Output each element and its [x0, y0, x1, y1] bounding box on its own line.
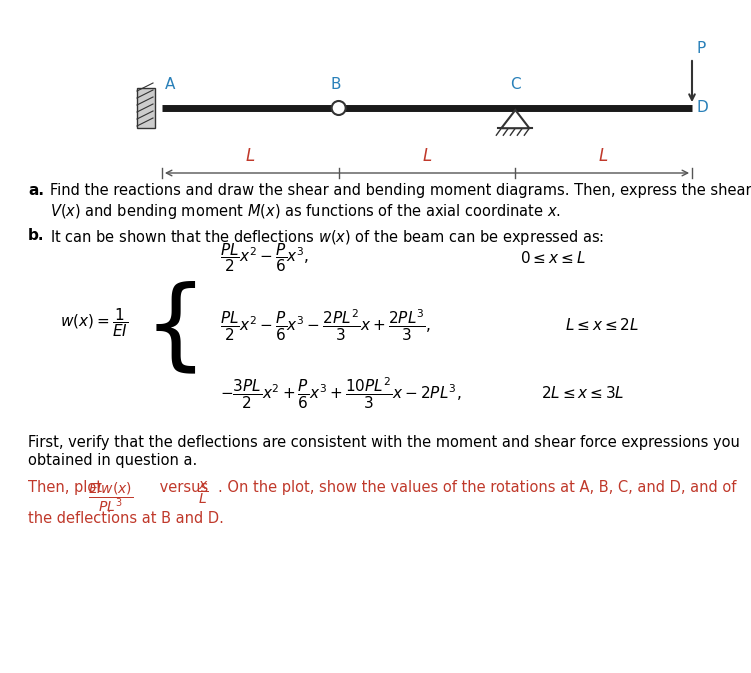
Polygon shape — [502, 110, 529, 128]
Text: $\dfrac{PL}{2}x^2 - \dfrac{P}{6}x^3 - \dfrac{2PL^2}{3}x + \dfrac{2PL^3}{3},$: $\dfrac{PL}{2}x^2 - \dfrac{P}{6}x^3 - \d… — [220, 308, 431, 343]
Text: Then, plot: Then, plot — [28, 480, 107, 495]
Text: First, verify that the deflections are consistent with the moment and shear forc: First, verify that the deflections are c… — [28, 435, 740, 450]
Text: $2L \leq x \leq 3L$: $2L \leq x \leq 3L$ — [541, 385, 625, 401]
Text: It can be shown that the deflections $w(x)$ of the beam can be expressed as:: It can be shown that the deflections $w(… — [50, 228, 604, 247]
Text: $V(x)$ and bending moment $M(x)$ as functions of the axial coordinate $x$.: $V(x)$ and bending moment $M(x)$ as func… — [50, 202, 561, 221]
Circle shape — [332, 101, 345, 115]
Text: D: D — [697, 100, 709, 116]
Text: L: L — [246, 147, 255, 165]
Text: obtained in question a.: obtained in question a. — [28, 453, 198, 468]
Text: B: B — [330, 77, 341, 92]
Text: $\dfrac{x}{L}$: $\dfrac{x}{L}$ — [198, 480, 209, 506]
Text: $w(x) = \dfrac{1}{EI}$: $w(x) = \dfrac{1}{EI}$ — [60, 307, 128, 339]
Text: $\dfrac{PL}{2}x^2 - \dfrac{P}{6}x^3,$: $\dfrac{PL}{2}x^2 - \dfrac{P}{6}x^3,$ — [220, 242, 309, 275]
Text: $0 \leq x \leq L$: $0 \leq x \leq L$ — [520, 250, 586, 266]
Text: L: L — [599, 147, 608, 165]
Text: versus: versus — [155, 480, 213, 495]
Text: b.: b. — [28, 228, 44, 243]
Text: $-\dfrac{3PL}{2}x^2 + \dfrac{P}{6}x^3 + \dfrac{10PL^2}{3}x - 2PL^3,$: $-\dfrac{3PL}{2}x^2 + \dfrac{P}{6}x^3 + … — [220, 376, 461, 411]
Text: Find the reactions and draw the shear and bending moment diagrams. Then, express: Find the reactions and draw the shear an… — [50, 183, 751, 198]
Text: $L \leq x \leq 2L$: $L \leq x \leq 2L$ — [565, 317, 639, 333]
Text: P: P — [696, 41, 705, 56]
Text: A: A — [165, 77, 176, 92]
Text: the deflections at B and D.: the deflections at B and D. — [28, 511, 224, 526]
Text: $\dfrac{EIw(x)}{PL^3}$: $\dfrac{EIw(x)}{PL^3}$ — [88, 480, 133, 514]
Text: L: L — [422, 147, 432, 165]
Text: {: { — [143, 281, 207, 378]
Text: C: C — [510, 77, 520, 92]
Text: a.: a. — [28, 183, 44, 198]
Bar — [137, 88, 155, 128]
Text: . On the plot, show the values of the rotations at A, B, C, and D, and of: . On the plot, show the values of the ro… — [218, 480, 737, 495]
